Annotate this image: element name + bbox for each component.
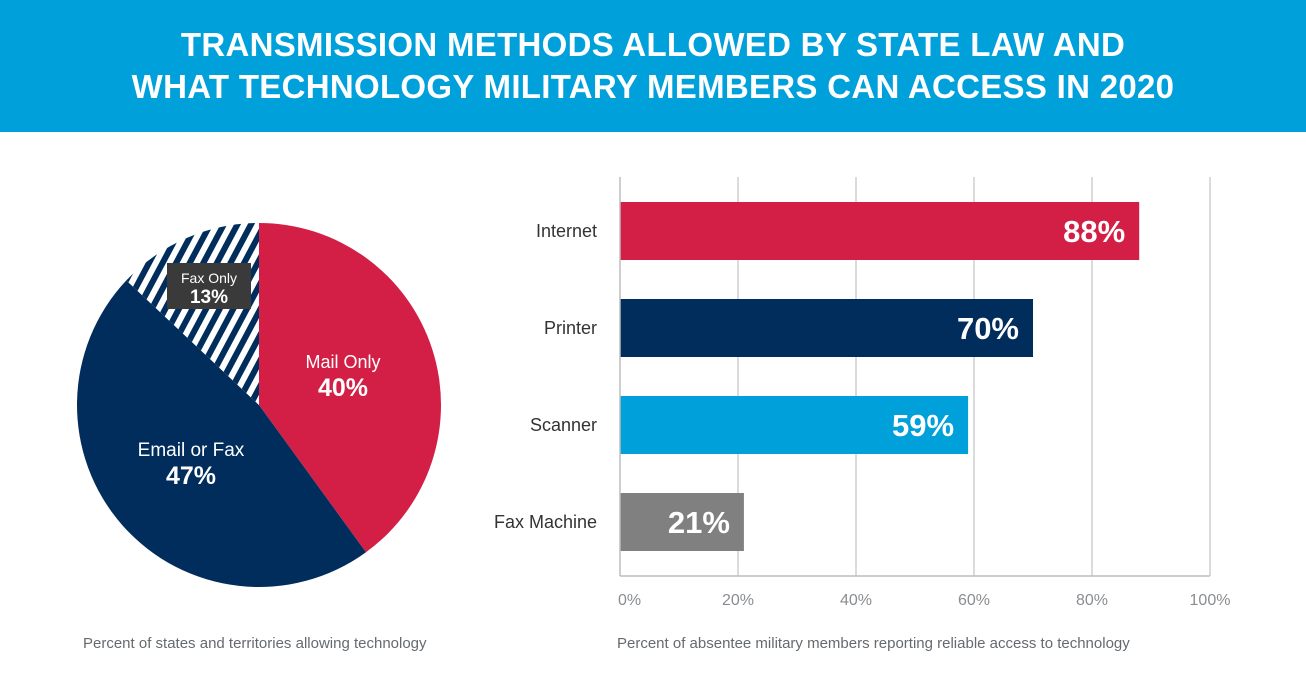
pie-caption: Percent of states and territories allowi…: [83, 635, 427, 652]
pie-label-box-fax-only: [167, 263, 251, 309]
category-label-fax-machine: Fax Machine: [494, 512, 597, 532]
bar-value-label-printer: 70%: [957, 311, 1019, 346]
pie-label-fax-only: Fax Only: [181, 270, 237, 286]
bar-chart: 0% 20% 40% 60% 80% 100% Internet 88% Printer 70% S…: [494, 177, 1231, 609]
bar-internet: [620, 202, 1140, 260]
x-tick-label: 80%: [1076, 592, 1108, 609]
bar-printer: [620, 299, 1033, 357]
bar-caption: Percent of absentee military members rep…: [617, 635, 1130, 652]
pie-value-fax-only: 13%: [190, 287, 228, 308]
bar-scanner: [620, 396, 969, 454]
pie-slice-mail-only: [259, 223, 442, 553]
pie-slice-email-or-fax: [76, 280, 366, 588]
x-tick-label: 20%: [722, 592, 754, 609]
pie-value-mail-only: 40%: [318, 374, 368, 402]
category-label-printer: Printer: [544, 318, 597, 338]
x-tick-label: 40%: [840, 592, 872, 609]
category-label-scanner: Scanner: [530, 415, 597, 435]
title-banner: TRANSMISSION METHODS ALLOWED BY STATE LA…: [0, 0, 1306, 132]
x-tick-label: 60%: [958, 592, 990, 609]
category-label-internet: Internet: [536, 221, 597, 241]
x-tick-label: 0%: [618, 592, 641, 609]
bar-value-label-internet: 88%: [1063, 214, 1125, 249]
title-line-2: WHAT TECHNOLOGY MILITARY MEMBERS CAN ACC…: [131, 68, 1175, 105]
pie-label-email-or-fax: Email or Fax: [138, 440, 245, 461]
x-tick-label: 100%: [1190, 592, 1231, 609]
bar-fax-machine: [620, 493, 744, 551]
bar-value-label-fax-machine: 21%: [668, 505, 730, 540]
pie-value-email-or-fax: 47%: [166, 462, 216, 490]
title-line-1: TRANSMISSION METHODS ALLOWED BY STATE LA…: [180, 26, 1126, 63]
bar-value-label-scanner: 59%: [892, 408, 954, 443]
pie-label-mail-only: Mail Only: [305, 352, 380, 372]
